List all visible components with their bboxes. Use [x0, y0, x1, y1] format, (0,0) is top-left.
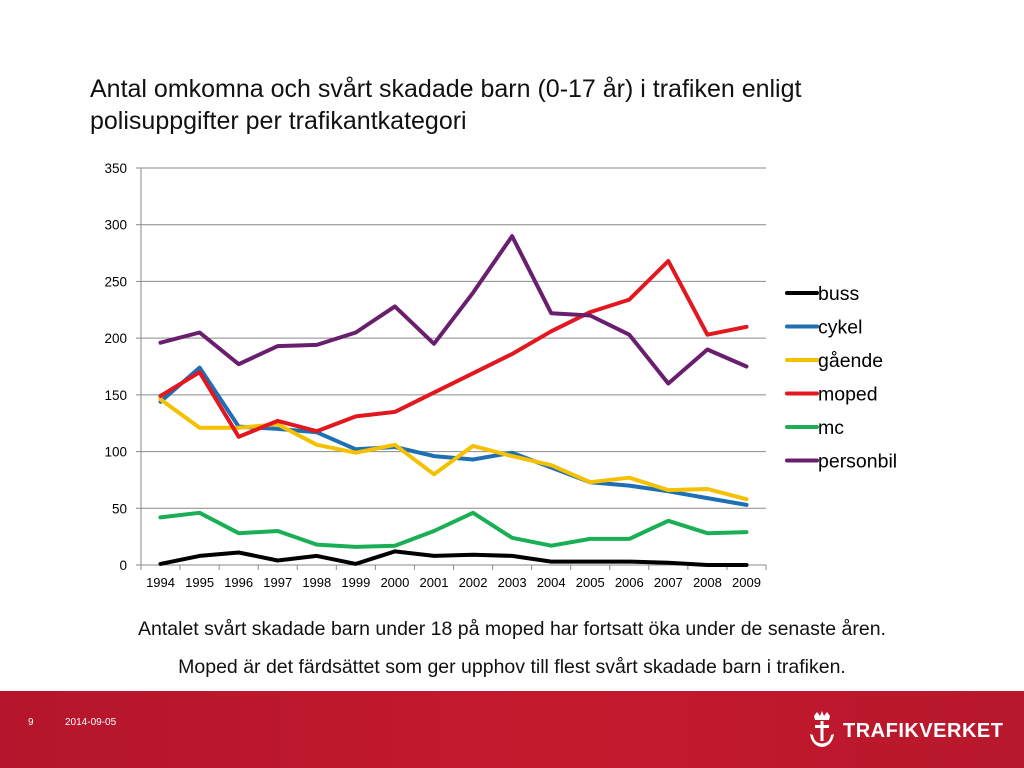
y-axis: 0 50 100 150 200 250 300 350: [104, 161, 142, 573]
y-tick-label: 0: [119, 558, 127, 573]
footer-bar: [0, 691, 1024, 768]
legend-label-mc: mc: [818, 417, 844, 439]
chart-gridlines: [141, 167, 766, 566]
brand-name: TRAFIKVERKET: [843, 720, 1004, 742]
x-tick-label: 1998: [302, 575, 331, 590]
y-tick-label: 150: [104, 388, 127, 403]
legend-label-moped: moped: [818, 384, 878, 406]
x-tick-label: 2004: [537, 575, 566, 590]
x-tick-label: 1996: [224, 575, 253, 590]
x-tick-label: 1995: [185, 575, 214, 590]
crown-anchor-icon: [810, 711, 834, 747]
series-line-buss: [158, 549, 749, 567]
x-axis: 1994 1995 1996 1997 1998 1999 2000 2001 2002 2003…: [140, 565, 767, 590]
slide-date: 2014-09-05: [65, 717, 117, 728]
x-tick-label: 2008: [693, 575, 722, 590]
y-tick-label: 300: [104, 218, 127, 233]
legend-label-gående: gående: [818, 350, 883, 372]
x-tick-label: 2006: [615, 575, 644, 590]
x-tick-label: 2005: [576, 575, 605, 590]
y-tick-label: 350: [104, 161, 127, 176]
x-tick-label: 2001: [420, 575, 449, 590]
x-tick-label: 1999: [341, 575, 370, 590]
x-tick-label: 2002: [459, 575, 488, 590]
legend-label-cykel: cykel: [818, 317, 862, 339]
legend-label-personbil: personbil: [818, 451, 897, 473]
chart-legend: buss cykel gående moped mc personbil: [785, 283, 897, 473]
series-line-personbil: [158, 234, 749, 386]
caption-moped-most-injuries: Moped är det färdsättet som ger upphov t…: [178, 656, 846, 678]
y-tick-label: 200: [104, 331, 127, 346]
series-line-gående: [158, 397, 749, 502]
series-line-mc: [158, 510, 749, 549]
x-tick-label: 2000: [380, 575, 409, 590]
chart-series: [158, 234, 749, 567]
x-tick-label: 1994: [146, 575, 175, 590]
series-line-moped: [158, 259, 749, 439]
slide-number: 9: [28, 717, 34, 728]
caption-moped-increase: Antalet svårt skadade barn under 18 på m…: [138, 618, 886, 640]
y-tick-label: 250: [104, 274, 127, 289]
x-tick-label: 2009: [732, 575, 761, 590]
legend-label-buss: buss: [818, 283, 859, 305]
trafikverket-logo: TRAFIKVERKET: [806, 710, 1003, 754]
x-tick-label: 2007: [654, 575, 683, 590]
y-tick-label: 50: [112, 501, 127, 516]
x-tick-label: 1997: [263, 575, 292, 590]
y-tick-label: 100: [104, 445, 127, 460]
series-line-cykel: [158, 365, 749, 507]
x-tick-label: 2003: [498, 575, 527, 590]
slide-title: Antal omkomna och svårt skadade barn (0-…: [90, 75, 802, 135]
